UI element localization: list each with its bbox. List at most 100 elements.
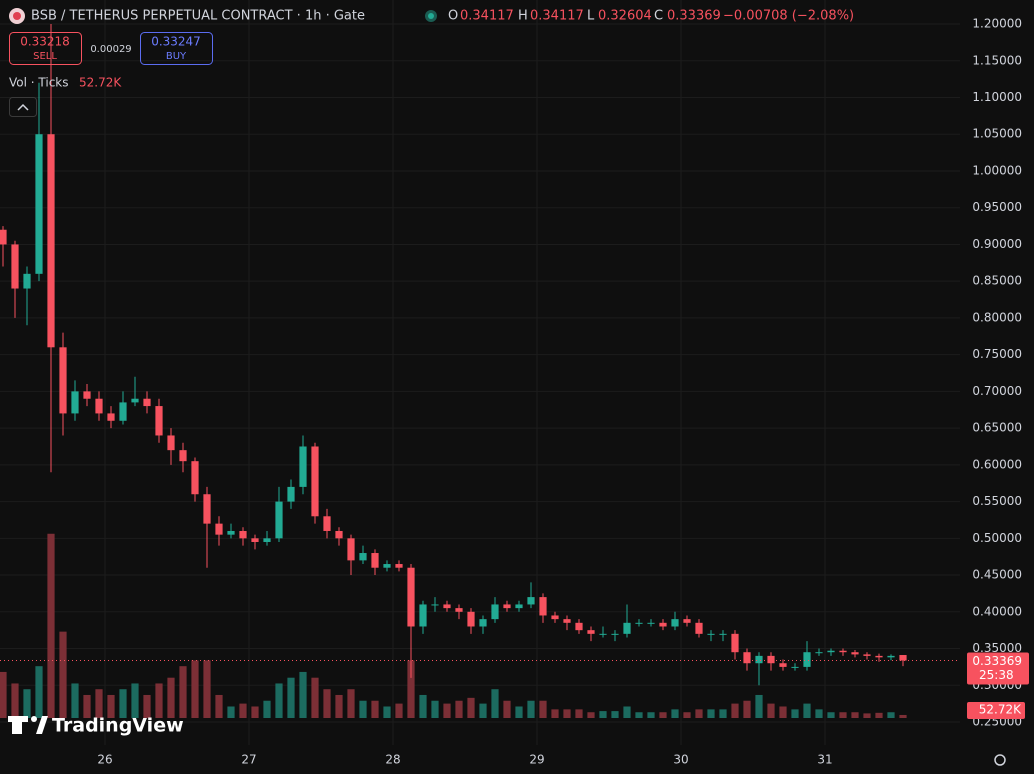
chart-title: BSB / TETHERUS PERPETUAL CONTRACT · 1h ·… (31, 9, 365, 24)
candle-body (839, 650, 847, 653)
candle-body (587, 630, 595, 634)
spread: 0.00029 (90, 44, 131, 55)
legend-value: 0.34117 (460, 9, 514, 24)
candle-body (899, 655, 907, 661)
volume-bar (179, 666, 187, 718)
volume-bar (695, 709, 703, 718)
volume-bar (875, 712, 883, 718)
y-tick-label: 0.50000 (972, 531, 1022, 545)
volume-bar (863, 713, 871, 718)
volume-bar (119, 689, 127, 718)
candle-body (479, 619, 487, 627)
volume-bar (491, 689, 499, 718)
sell-button[interactable] (9, 32, 82, 65)
y-tick-label: 0.90000 (972, 237, 1022, 251)
candle-body (539, 597, 547, 616)
volume-bar (575, 709, 583, 718)
settings-button[interactable] (994, 754, 1006, 766)
last-price-label: 0.33369 (972, 654, 1022, 668)
volume-bar (587, 712, 595, 718)
volume-bar (239, 703, 247, 718)
volume-bar (563, 709, 571, 718)
volume-bar (35, 666, 43, 718)
candle-body (11, 244, 19, 289)
volume-bar (347, 689, 355, 718)
y-tick-label: 0.70000 (972, 384, 1022, 398)
volume-bar (431, 700, 439, 718)
candle-body (263, 538, 271, 542)
legend-change: −0.00708 (−2.08%) (723, 9, 854, 24)
volume-bar (311, 677, 319, 718)
candle-body (239, 530, 247, 539)
legend-label: O (448, 9, 458, 24)
candle-body (791, 666, 799, 668)
collapse-icon[interactable] (17, 103, 29, 111)
watermark-text: TradingView (52, 715, 184, 737)
volume-bar (83, 694, 91, 718)
volume-bar (143, 694, 151, 718)
buy-price[interactable]: 0.33247 (151, 35, 201, 49)
buy-button[interactable] (140, 32, 213, 65)
volume-bar (539, 700, 547, 718)
sell-label[interactable]: SELL (33, 51, 57, 62)
y-tick-label: 0.55000 (972, 494, 1022, 508)
logo-mark (8, 716, 28, 722)
candle-body (371, 553, 379, 568)
candle-body (575, 622, 583, 631)
candle-body (563, 619, 571, 623)
candle-body (107, 413, 115, 421)
sell-price[interactable]: 0.33218 (20, 35, 70, 49)
candle-body (287, 486, 295, 502)
collapse-button[interactable] (9, 97, 37, 117)
candle-body (707, 633, 715, 635)
volume-pane (0, 533, 907, 718)
volume-bar (131, 683, 139, 718)
candle-body (323, 516, 331, 531)
volume-bar (803, 703, 811, 718)
y-tick-label: 0.40000 (972, 604, 1022, 618)
buy-label[interactable]: BUY (166, 51, 187, 62)
volume-bar (155, 683, 163, 718)
candle-body (23, 273, 31, 289)
candle-body (47, 134, 55, 348)
volume-bar (443, 703, 451, 718)
volume-bar (767, 703, 775, 718)
candle-body (311, 446, 319, 517)
candle-body (251, 538, 259, 542)
volume-legend-value: 52.72K (79, 76, 122, 90)
candle-body (671, 619, 679, 627)
volume-bar (503, 700, 511, 718)
candle-body (383, 564, 391, 568)
candle-body (143, 398, 151, 407)
volume-bar (287, 677, 295, 718)
volume-bar (599, 711, 607, 718)
y-tick-label: 1.00000 (972, 163, 1022, 177)
volume-bar (191, 660, 199, 718)
candle-body (743, 652, 751, 664)
watermark: TradingView (8, 715, 184, 737)
volume-bar (59, 631, 67, 718)
candle-body (623, 622, 631, 634)
candle-body (167, 435, 175, 451)
candle-body (0, 229, 7, 245)
candle-body (755, 655, 763, 664)
candle-body (503, 604, 511, 609)
candle-body (455, 608, 463, 612)
legend-label: H (518, 9, 528, 24)
volume-bar (359, 700, 367, 718)
candle-body (179, 450, 187, 462)
logo-mark (36, 716, 48, 734)
volume-bar (839, 712, 847, 718)
candle-body (347, 538, 355, 561)
legend-label: L (587, 9, 595, 24)
volume-bar (515, 706, 523, 718)
candle-body (695, 622, 703, 634)
volume-bar (395, 703, 403, 718)
candle-body (191, 461, 199, 495)
y-tick-label: 0.95000 (972, 200, 1022, 214)
legend-label: C (654, 9, 663, 24)
volume-bar (743, 700, 751, 718)
candle-body (335, 530, 343, 539)
candle-body (119, 402, 127, 421)
